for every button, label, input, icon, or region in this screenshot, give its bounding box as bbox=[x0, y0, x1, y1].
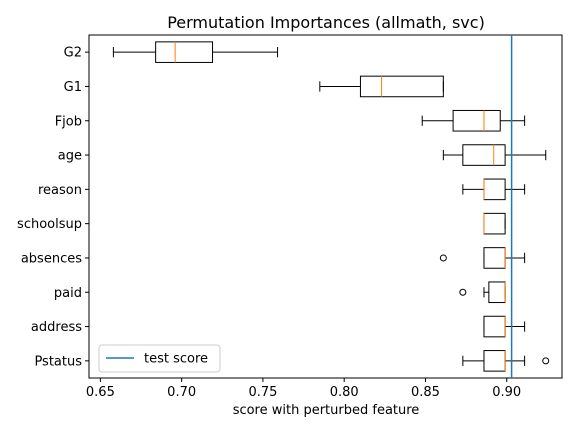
iqr-box-paid bbox=[488, 281, 506, 304]
plot-area-frame bbox=[88, 34, 563, 379]
box-age bbox=[442, 144, 547, 166]
iqr-box-g1 bbox=[359, 75, 444, 98]
iqr-box-fjob bbox=[452, 109, 501, 132]
x-tick-label-4: 0.85 bbox=[411, 385, 440, 400]
iqr-box-age bbox=[462, 144, 506, 166]
chart-title: Permutation Importances (allmath, svc) bbox=[167, 13, 485, 32]
y-tick-label-pstatus: Pstatus bbox=[34, 354, 82, 369]
box-address bbox=[483, 315, 526, 338]
x-tick-label-3: 0.80 bbox=[330, 385, 359, 400]
x-axis-label: score with perturbed feature bbox=[233, 403, 420, 418]
box-absences bbox=[439, 247, 526, 269]
y-tick-label-g1: G1 bbox=[64, 80, 82, 95]
iqr-box-address bbox=[483, 315, 506, 338]
box-g2 bbox=[112, 41, 279, 63]
x-tick-label-0: 0.65 bbox=[86, 385, 115, 400]
flier-pstatus-0 bbox=[542, 357, 550, 365]
legend-label-test-score: test score bbox=[144, 352, 208, 367]
box-schoolsup bbox=[483, 212, 506, 235]
y-tick-label-address: address bbox=[31, 320, 82, 335]
iqr-box-absences bbox=[483, 247, 506, 269]
legend: test score bbox=[98, 344, 221, 373]
flier-paid-0 bbox=[459, 288, 467, 296]
legend-frame bbox=[98, 344, 221, 373]
boxes-layer bbox=[112, 41, 550, 372]
iqr-box-pstatus bbox=[483, 350, 506, 372]
box-g1 bbox=[319, 75, 444, 98]
y-tick-label-absences: absences bbox=[21, 251, 82, 266]
flier-absences-0 bbox=[439, 254, 447, 262]
y-axis: G2 G1 Fjob age reason schoolsup absences paid ad… bbox=[17, 46, 89, 369]
iqr-box-reason bbox=[483, 178, 506, 201]
y-tick-label-paid: paid bbox=[54, 286, 82, 301]
y-tick-label-reason: reason bbox=[38, 183, 82, 198]
iqr-box-schoolsup bbox=[483, 212, 506, 235]
iqr-box-g2 bbox=[155, 41, 214, 63]
box-pstatus bbox=[462, 350, 550, 372]
box-paid bbox=[459, 281, 506, 304]
x-axis: 0.65 0.70 0.75 0.80 0.85 0.90 bbox=[86, 378, 521, 400]
x-tick-label-1: 0.70 bbox=[167, 385, 196, 400]
y-tick-label-g2: G2 bbox=[64, 46, 82, 61]
box-fjob bbox=[421, 109, 526, 132]
box-reason bbox=[462, 178, 526, 201]
y-tick-label-age: age bbox=[58, 149, 82, 164]
x-tick-label-2: 0.75 bbox=[248, 385, 277, 400]
y-tick-label-fjob: Fjob bbox=[55, 114, 82, 129]
x-tick-label-5: 0.90 bbox=[492, 385, 521, 400]
y-tick-label-schoolsup: schoolsup bbox=[17, 217, 82, 232]
